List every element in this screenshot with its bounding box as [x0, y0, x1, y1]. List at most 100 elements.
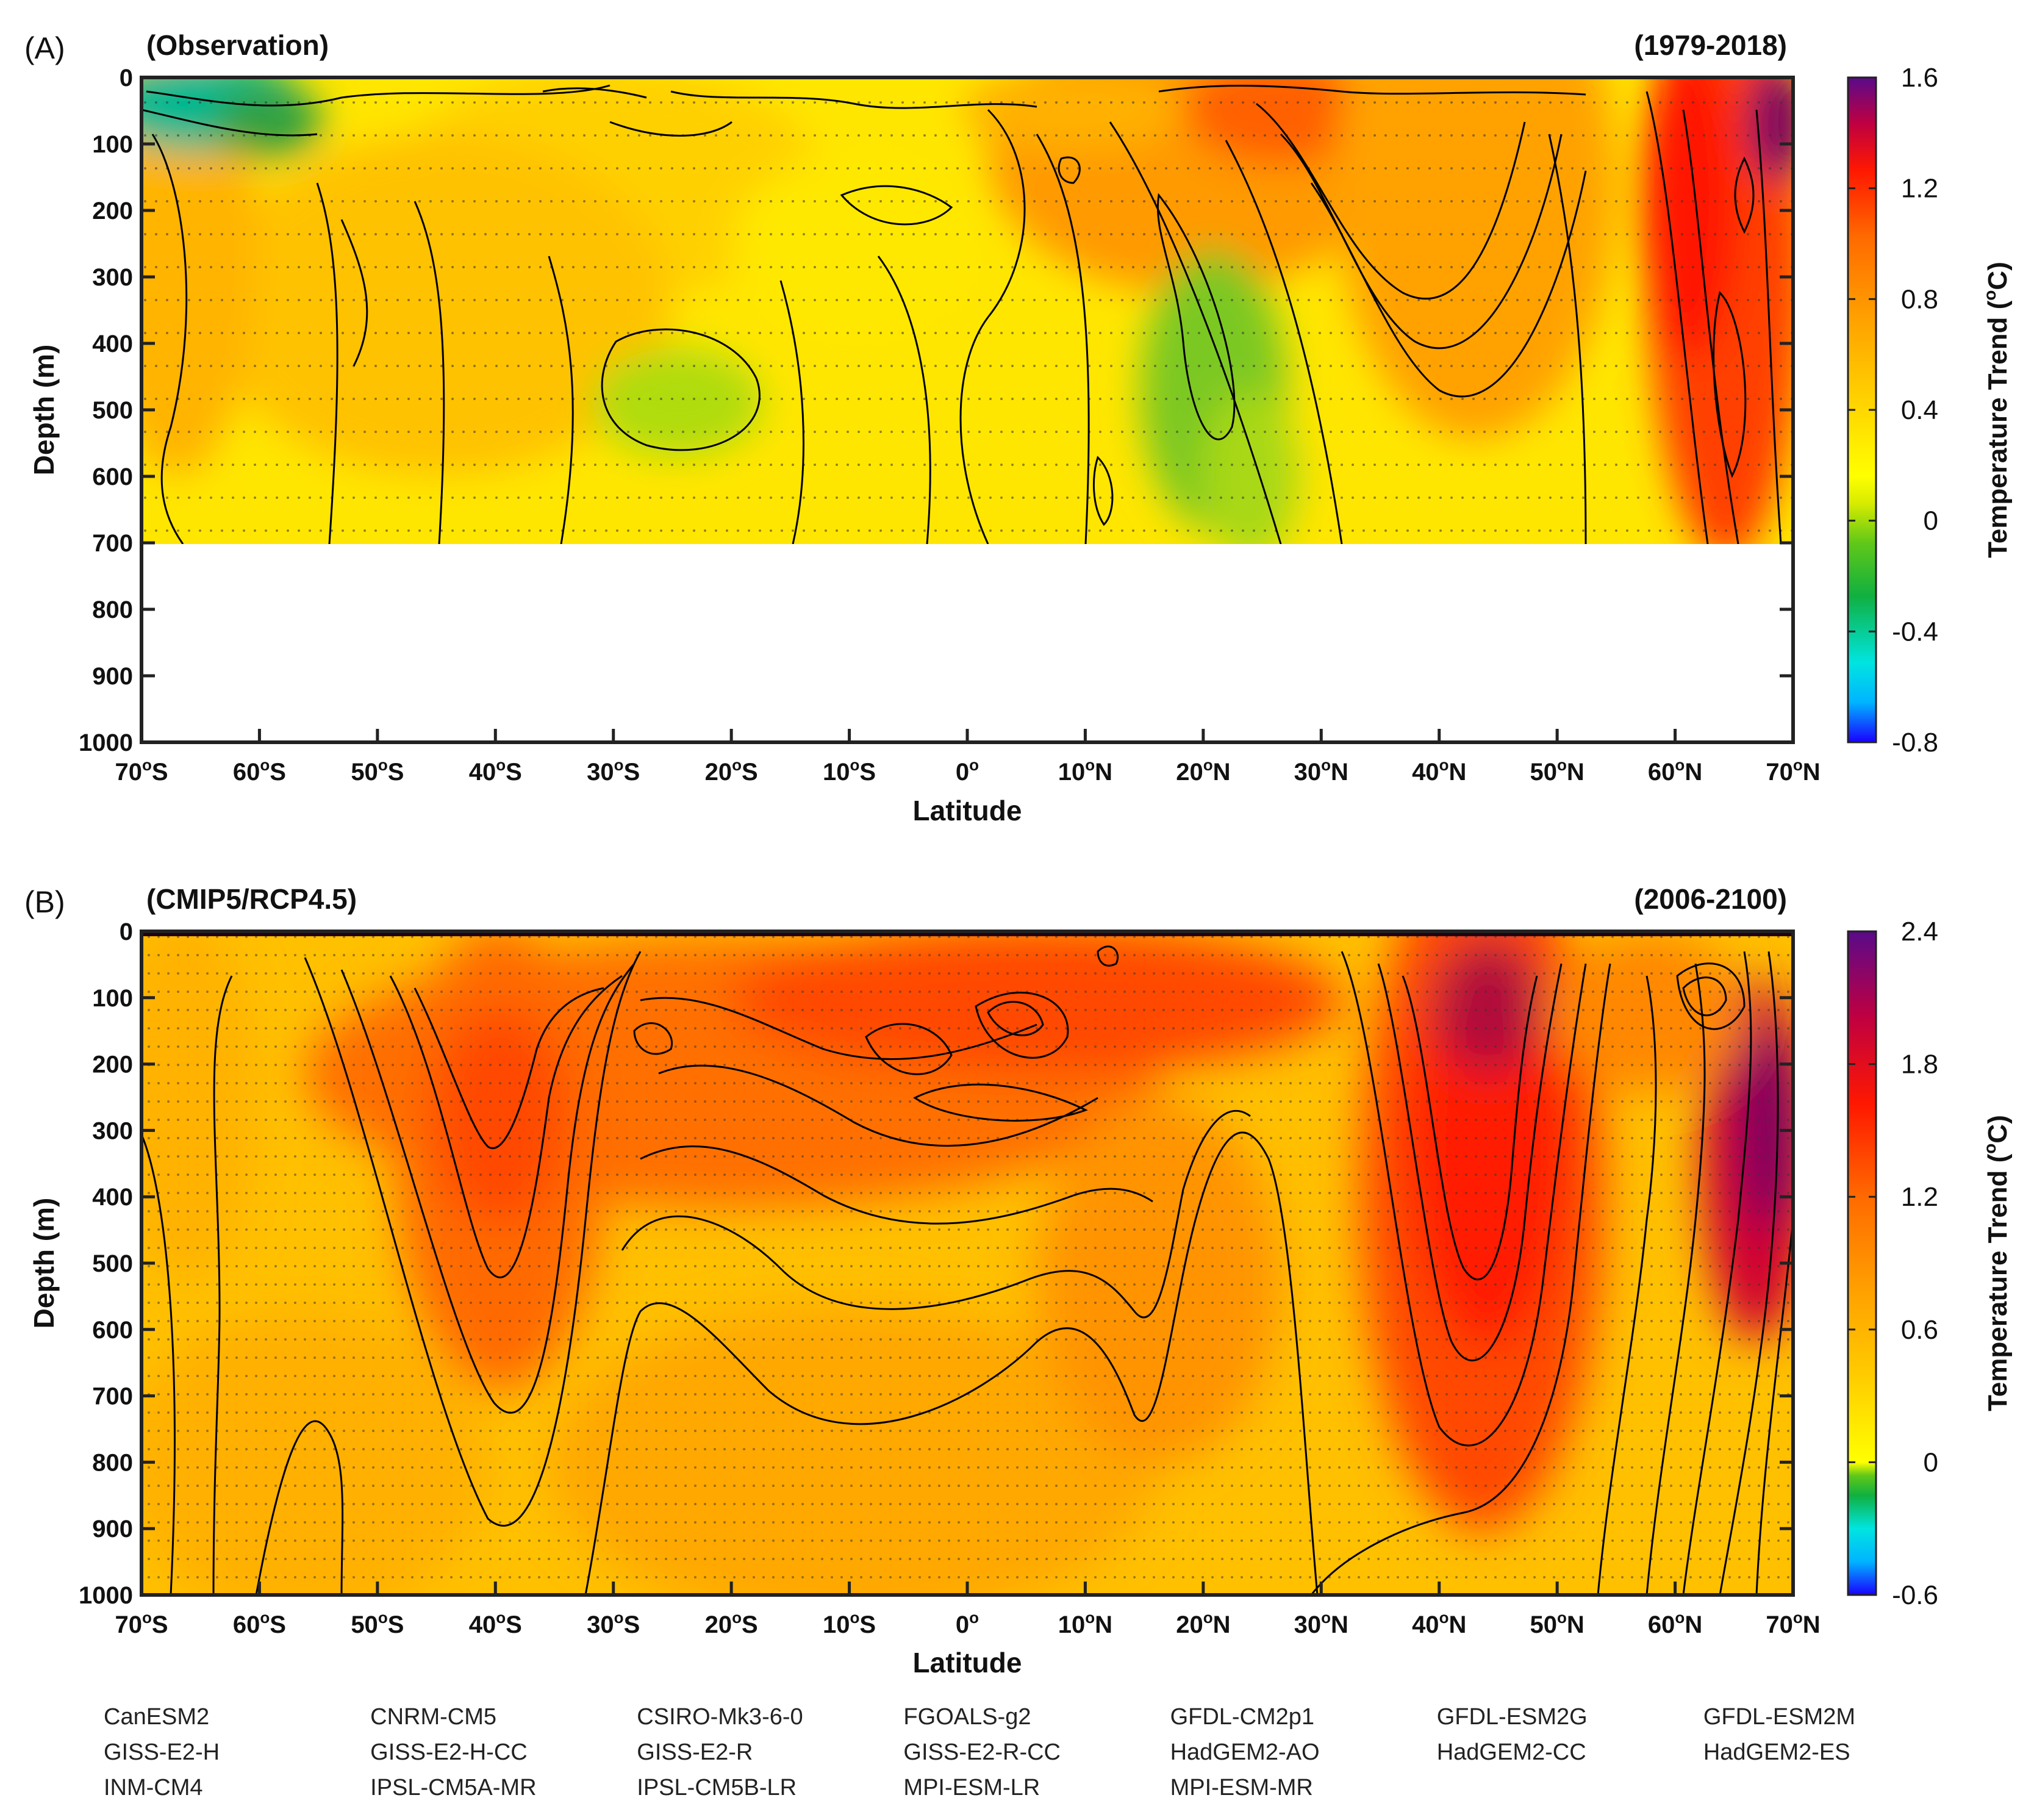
panel-a-colorbar-tick-label: 0.8: [1901, 284, 1938, 314]
panel-b-xlabel: Latitude: [913, 1647, 1022, 1678]
panel-a-heatmap: [141, 77, 1793, 544]
panel-b-label: (B): [24, 885, 65, 919]
model-name: HadGEM2-ES: [1703, 1739, 1850, 1765]
panel-a-colorbar-tick-label: -0.4: [1892, 617, 1938, 647]
panel-b-colorbar-label: Temperature Trend (oC): [1980, 1115, 2013, 1411]
panel-b-xtick-label: 60oS: [233, 1608, 286, 1638]
panel-b-colorbar-tick-label: -0.6: [1892, 1580, 1938, 1610]
panel-a-ytick-label: 700: [92, 530, 133, 557]
panel-b-colorbar-tick-label: 0.6: [1901, 1315, 1938, 1345]
panel-a-ytick-label: 100: [92, 131, 133, 158]
panel-a-ytick-label: 900: [92, 663, 133, 690]
panel-a-colorbar-tick-label: 1.2: [1901, 174, 1938, 204]
panel-b-ylabel: Depth (m): [28, 1198, 60, 1329]
panel-a-xtick-label: 10oS: [823, 756, 876, 786]
panel-a-label: (A): [24, 31, 65, 65]
panel-b-ytick-label: 200: [92, 1052, 133, 1078]
model-name: FGOALS-g2: [903, 1704, 1031, 1730]
panel-b-ytick-label: 1000: [79, 1582, 133, 1609]
model-name: GFDL-ESM2G: [1436, 1704, 1588, 1730]
panel-b-xtick-label: 0o: [956, 1608, 979, 1638]
panel-a-xtick-label: 60oS: [233, 756, 286, 786]
panel-a-xtick-label: 40oN: [1412, 756, 1466, 786]
panel-a-ytick-label: 300: [92, 264, 133, 291]
model-name: CSIRO-Mk3-6-0: [637, 1704, 803, 1730]
panel-a-period: (1979-2018): [1634, 29, 1787, 61]
panel-b-colorbar: [1847, 930, 1877, 1596]
model-name: HadGEM2-CC: [1436, 1739, 1586, 1765]
panel-b-title: (CMIP5/RCP4.5): [146, 883, 357, 915]
panel-a-xtick-label: 70oS: [115, 756, 168, 786]
panel-b-ytick-label: 700: [92, 1383, 133, 1410]
panel-b-xtick-label: 50oN: [1530, 1608, 1585, 1638]
panel-b-xtick-label: 10oS: [823, 1608, 876, 1638]
panel-b-heatmap: [141, 931, 1793, 1595]
panel-b-ytick-label: 500: [92, 1250, 133, 1277]
panel-a-ytick-label: 0: [120, 65, 133, 91]
model-name: CanESM2: [104, 1704, 210, 1730]
panel-a-xtick-label: 30oN: [1294, 756, 1348, 786]
model-name: GISS-E2-H: [104, 1739, 220, 1765]
model-list: CanESM2 CNRM-CM5 CSIRO-Mk3-6-0 FGOALS-g2 GFD…: [104, 1702, 1970, 1803]
panel-a-xtick-label: 20oN: [1176, 756, 1230, 786]
panel-a-colorbar-tick-label: 0.4: [1901, 395, 1938, 425]
panel-b-ytick-label: 300: [92, 1117, 133, 1144]
panel-b-xtick-label: 40oS: [469, 1608, 522, 1638]
model-name: GISS-E2-R: [637, 1739, 753, 1765]
panel-a-ytick-label: 500: [92, 397, 133, 424]
panel-b-xtick-label: 70oS: [115, 1608, 168, 1638]
panel-b-ytick-label: 0: [120, 919, 133, 945]
panel-b-ytick-label: 400: [92, 1184, 133, 1211]
panel-a-ytick-label: 600: [92, 464, 133, 490]
panel-a-colorbar-tick-label: 1.6: [1901, 63, 1938, 93]
panel-a-xtick-label: 10oN: [1058, 756, 1112, 786]
panel-b-ytick-label: 800: [92, 1449, 133, 1476]
panel-a-xtick-label: 60oN: [1648, 756, 1702, 786]
panel-a-xtick-label: 20oS: [705, 756, 758, 786]
panel-a-xtick-label: 50oS: [351, 756, 404, 786]
panel-a-contours: [141, 84, 1782, 544]
panel-b-xtick-label: 70oN: [1766, 1608, 1820, 1638]
panel-a-colorbar-label: Temperature Trend (oC): [1980, 262, 2013, 558]
model-name: INM-CM4: [104, 1775, 203, 1800]
panel-a-xtick-label: 30oS: [587, 756, 640, 786]
panel-b-colorbar-tick-label: 2.4: [1901, 917, 1938, 947]
panel-b-xtick-label: 40oN: [1412, 1608, 1466, 1638]
panel-b-contours: [141, 945, 1793, 1595]
panel-b-xtick-label: 20oN: [1176, 1608, 1230, 1638]
model-name: MPI-ESM-LR: [903, 1775, 1040, 1800]
model-name: IPSL-CM5B-LR: [637, 1775, 797, 1800]
panel-b-xtick-label: 30oN: [1294, 1608, 1348, 1638]
panel-b: (B) (CMIP5/RCP4.5) (2006-2100): [24, 883, 2013, 1678]
model-name: HadGEM2-AO: [1170, 1739, 1320, 1765]
panel-a-xtick-label: 70oN: [1766, 756, 1820, 786]
panel-a-xtick-label: 0o: [956, 756, 979, 786]
panel-a-title: (Observation): [146, 29, 329, 61]
model-name: MPI-ESM-MR: [1170, 1775, 1313, 1800]
panel-a-colorbar-tick-label: -0.8: [1892, 728, 1938, 758]
panel-b-colorbar-tick-label: 1.2: [1901, 1182, 1938, 1212]
panel-a-colorbar-tick-label: 0: [1924, 506, 1938, 536]
model-name: GFDL-ESM2M: [1703, 1704, 1855, 1730]
model-name: GISS-E2-H-CC: [370, 1739, 528, 1765]
panel-b-ytick-label: 600: [92, 1317, 133, 1344]
panel-a-ytick-label: 800: [92, 597, 133, 623]
model-name: GISS-E2-R-CC: [903, 1739, 1061, 1765]
panel-a: (A) (Observation) (1979-2018): [24, 29, 2013, 826]
panel-a-ylabel: Depth (m): [28, 345, 60, 476]
panel-b-ytick-label: 900: [92, 1516, 133, 1542]
panel-b-colorbar-tick-label: 1.8: [1901, 1050, 1938, 1080]
panel-b-xtick-label: 60oN: [1648, 1608, 1702, 1638]
model-name: CNRM-CM5: [370, 1704, 497, 1730]
panel-b-period: (2006-2100): [1634, 883, 1787, 915]
panel-a-xlabel: Latitude: [913, 795, 1022, 826]
model-name: GFDL-CM2p1: [1170, 1704, 1315, 1730]
panel-a-ytick-label: 1000: [79, 729, 133, 756]
panel-b-xtick-label: 20oS: [705, 1608, 758, 1638]
panel-b-xtick-label: 10oN: [1058, 1608, 1112, 1638]
model-name: IPSL-CM5A-MR: [370, 1775, 537, 1800]
panel-a-ytick-label: 400: [92, 331, 133, 357]
panel-a-colorbar-ticks: 1.6 1.2 0.8 0.4 0 -0.4 -0.8: [1848, 63, 1938, 758]
